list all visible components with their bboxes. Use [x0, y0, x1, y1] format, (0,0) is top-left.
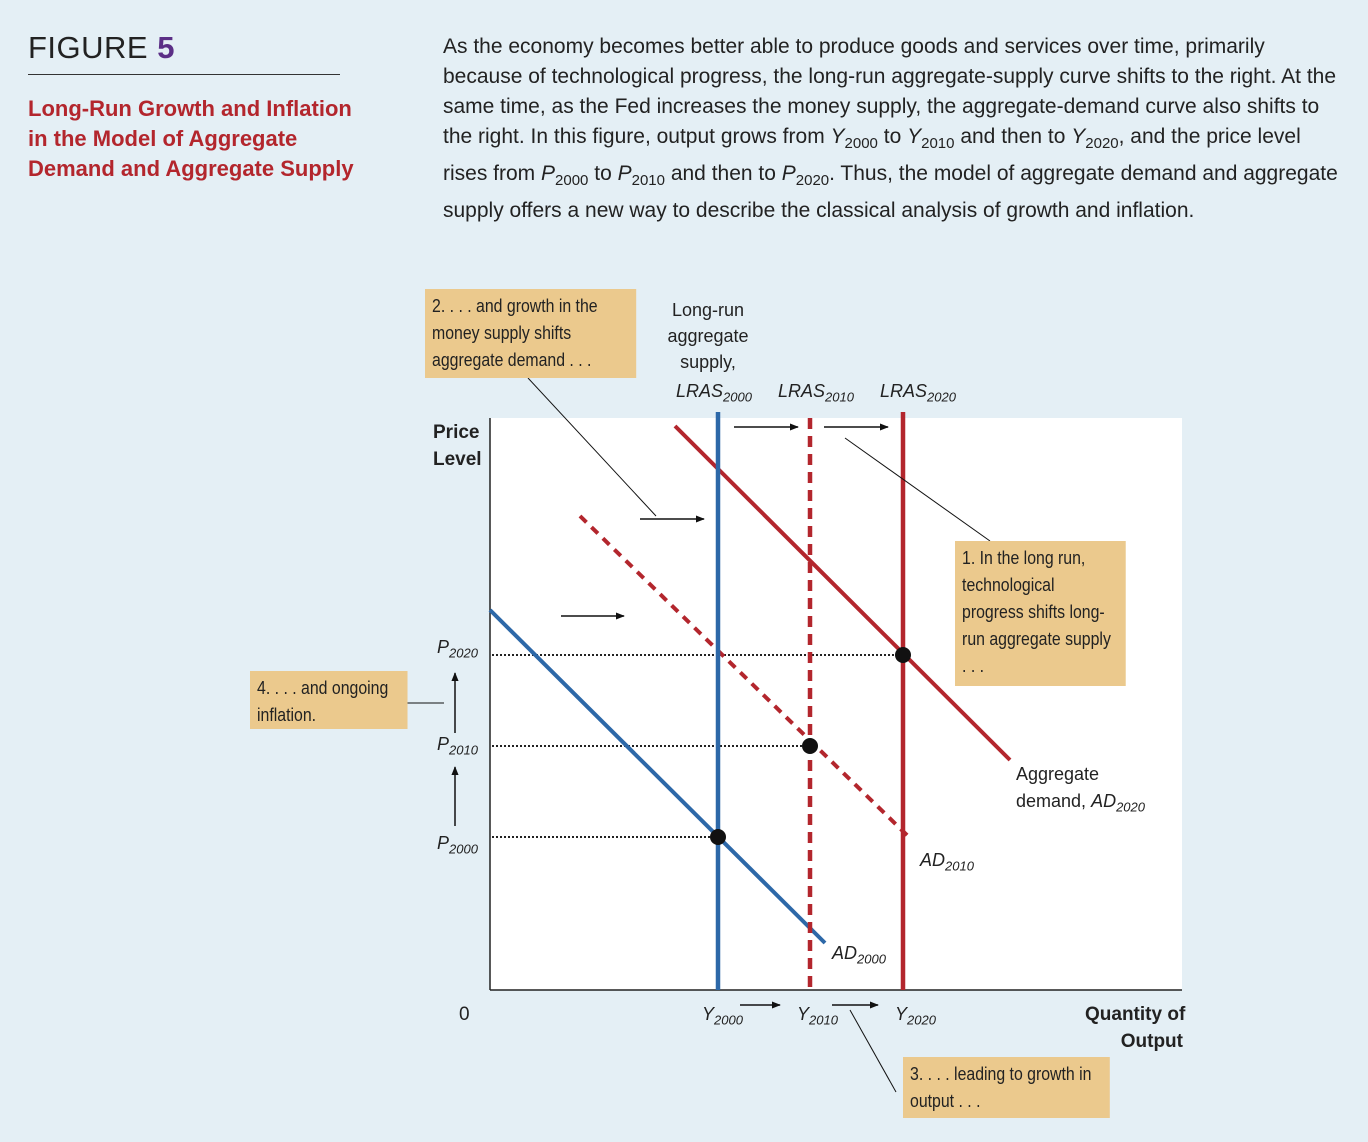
figure-title: Long-Run Growth and Inflation in the Mod… — [28, 96, 354, 181]
note-lras-shift: 1. In the long run, technological progre… — [955, 541, 1126, 686]
equilibrium-2010 — [802, 738, 818, 754]
ad-2000-label: AD2000 — [832, 943, 886, 967]
ad-2010-label: AD2010 — [920, 850, 974, 874]
plot-area — [490, 418, 1182, 990]
equilibrium-2020 — [895, 647, 911, 663]
p2000-tick-label: P2000 — [437, 833, 478, 857]
figure-label: FIGURE 5 — [28, 30, 175, 66]
p2010-tick-label: P2010 — [437, 734, 478, 758]
note3-leader — [849, 1009, 897, 1093]
lras-2020-label: LRAS2020 — [880, 381, 956, 405]
equilibrium-2000 — [710, 829, 726, 845]
note-ad-shift: 2. . . . and growth in the money supply … — [425, 289, 637, 378]
note-inflation: 4. . . . and ongoing inflation. — [250, 671, 408, 729]
y-axis-label: Price Level — [433, 422, 482, 470]
figure-caption: As the economy becomes better able to pr… — [443, 35, 1338, 223]
lras-2010-label: LRAS2010 — [778, 381, 854, 405]
ad-2020-curve — [673, 424, 1012, 762]
note2-leader — [527, 377, 657, 517]
figure-word: FIGURE — [28, 30, 149, 65]
x-axis-label: Quantity of Output — [1085, 1004, 1186, 1052]
ad-2000-curve — [488, 608, 827, 945]
y2000-tick-label: Y2000 — [702, 1004, 743, 1028]
ad-2010-curve — [578, 514, 914, 842]
lras-2000-label: LRAS2000 — [676, 381, 752, 405]
ad-2020-label: Aggregate demand, AD2020 — [1016, 764, 1145, 815]
note-output-growth: 3. . . . leading to growth in output . .… — [903, 1057, 1110, 1118]
figure-number: 5 — [157, 30, 175, 65]
y2020-tick-label: Y2020 — [895, 1004, 936, 1028]
lras-heading: Long-run aggregate supply, — [667, 300, 749, 372]
p2020-tick-label: P2020 — [437, 637, 478, 661]
title-divider — [28, 74, 340, 75]
origin-label: 0 — [459, 1004, 470, 1025]
note1-leader — [844, 437, 991, 542]
y2010-tick-label: Y2010 — [797, 1004, 838, 1028]
